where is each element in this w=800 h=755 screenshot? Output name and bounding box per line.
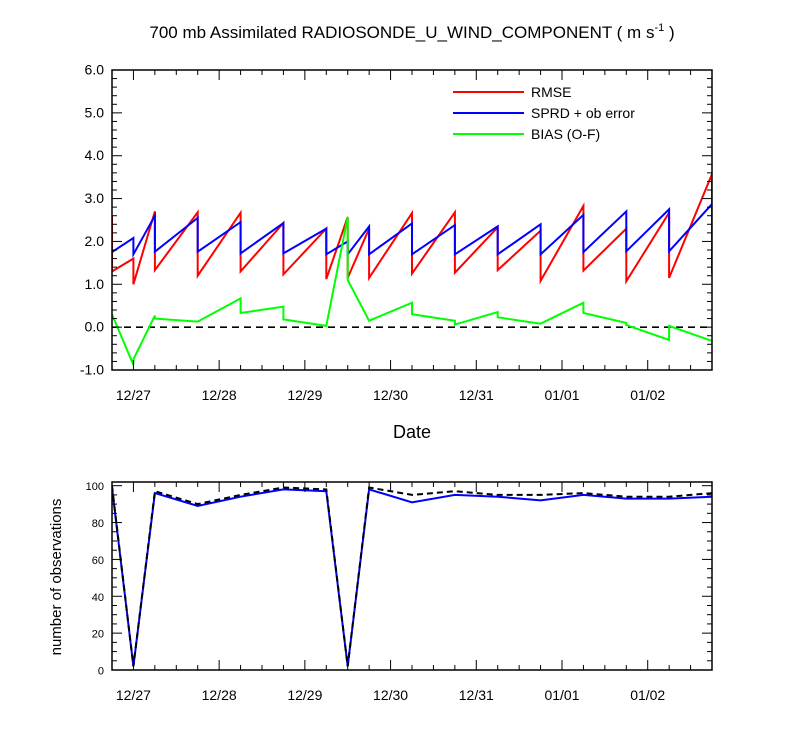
x-tick-label: 12/31 — [459, 387, 494, 403]
x-tick-label: 01/02 — [630, 387, 665, 403]
plot-frame — [111, 481, 713, 671]
y-tick-label: 1.0 — [85, 276, 105, 292]
bottom-series-line-0 — [112, 487, 712, 667]
y-tick-label: 0 — [98, 666, 104, 678]
y-tick-label: 40 — [92, 592, 104, 604]
x-tick-label: 12/30 — [373, 387, 408, 403]
y-tick-label: 3.0 — [85, 190, 105, 206]
x-tick-label: 12/29 — [287, 687, 322, 703]
x-tick-label: 01/02 — [630, 687, 665, 703]
x-tick-label: 12/29 — [287, 387, 322, 403]
y-tick-label: 100 — [86, 481, 104, 493]
x-tick-label: 12/27 — [116, 387, 151, 403]
x-tick-label: 01/01 — [544, 687, 579, 703]
x-tick-label: 12/30 — [373, 687, 408, 703]
y-tick-label: 60 — [92, 555, 104, 567]
y-tick-label: 20 — [92, 629, 104, 641]
legend-sprd-ob-error-label: SPRD + ob error — [531, 105, 635, 121]
y-axis-label-observations: number of observations — [48, 499, 65, 656]
x-tick-label: 12/27 — [116, 687, 151, 703]
series-line-bias-o-f — [112, 216, 712, 366]
y-tick-label: 80 — [92, 518, 104, 530]
legend-rmse-label: RMSE — [531, 84, 571, 100]
y-tick-label: 5.0 — [85, 104, 105, 120]
y-tick-label: 4.0 — [85, 147, 105, 163]
series-line-sprd-ob-error — [112, 203, 712, 259]
top-panel: -1.0 0.0 1.0 2.0 3.0 4.0 5.0 6.0 12/27 12/28 12/29… — [80, 62, 713, 403]
y-tick-label: 0.0 — [85, 319, 105, 335]
x-tick-label: 01/01 — [544, 387, 579, 403]
y-tick-label: 2.0 — [85, 233, 105, 249]
y-tick-label: 6.0 — [85, 62, 105, 78]
y-tick-label: -1.0 — [80, 362, 104, 378]
chart-title: 700 mb Assimilated RADIOSONDE_U_WIND_COM… — [149, 22, 674, 42]
bottom-panel: 0 20 40 60 80 100 12/27 12/28 12/29 12/30 12/31 01/… — [86, 481, 713, 703]
x-tick-label: 12/31 — [459, 687, 494, 703]
x-axis-label: Date — [393, 422, 431, 442]
x-tick-label: 12/28 — [202, 387, 237, 403]
x-tick-label: 12/28 — [202, 687, 237, 703]
bottom-series-line-1 — [112, 485, 712, 667]
legend-bias-o-f-label: BIAS (O-F) — [531, 126, 600, 142]
